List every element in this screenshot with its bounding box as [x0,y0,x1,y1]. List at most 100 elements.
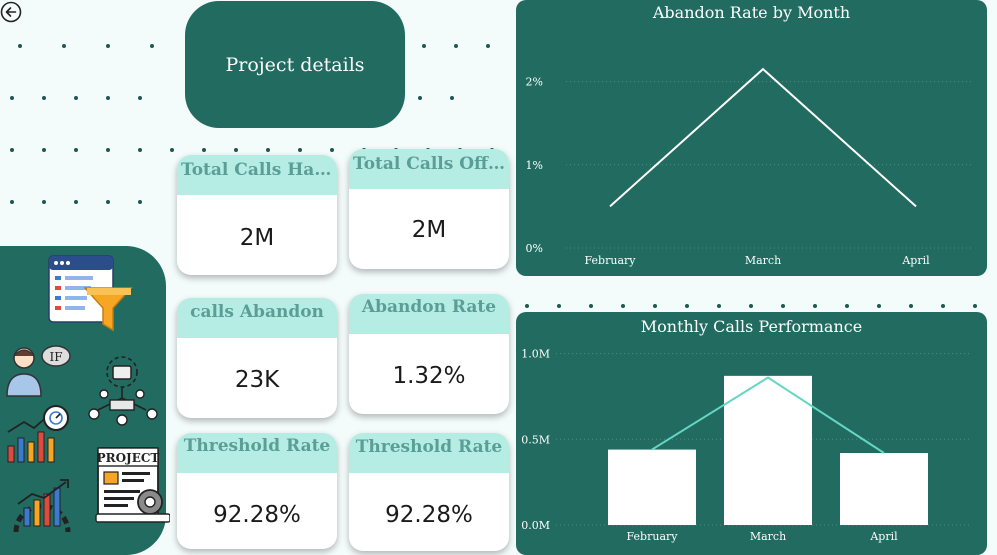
dot [150,44,154,48]
dot [266,148,270,152]
abandon-rate-chart-panel: Abandon Rate by Month 0% 1% 2% February Marc… [516,0,987,276]
series-line [609,67,917,208]
kpi-card-value: 2M [411,217,447,243]
dashboard-filter-icon[interactable] [47,254,133,340]
dot [62,44,66,48]
dot [138,96,142,100]
dot [74,200,78,204]
monthly-calls-combo-chart: 0.0M 0.5M 1.0M February March April [521,348,972,543]
if-text: IF [49,350,62,364]
y-tick-label: 1.0M [521,348,550,361]
project-details-button[interactable]: Project details [185,1,405,128]
dot [781,304,785,308]
dot [234,148,238,152]
kpi-card-total-calls-offered: Total Calls Offered 2M [349,149,509,269]
user-if-icon[interactable]: IF [4,344,72,404]
dot [42,96,46,100]
dot [74,96,78,100]
dot [450,96,454,100]
dot [106,200,110,204]
x-tick-label: February [585,254,637,267]
dot [685,304,689,308]
project-document-icon[interactable]: PROJECT [94,444,171,530]
dot [42,200,46,204]
kpi-card-calls-abandon: calls Abandon 23K [177,298,337,418]
dot [10,200,14,204]
project-text: PROJECT [97,451,160,465]
dot [749,304,753,308]
x-tick-label: March [750,530,786,543]
bar [840,453,928,525]
kpi-card-total-calls-handled: Total Calls Handled 2M [177,155,337,275]
icon-sidebar: IF [0,246,171,555]
y-tick-label: 0.5M [521,433,550,446]
dot [10,96,14,100]
dot [138,200,142,204]
dot [941,304,945,308]
x-tick-label: March [745,254,781,267]
growth-chart-icon[interactable] [4,402,74,470]
kpi-card-label: calls Abandon [177,298,337,338]
y-tick-label: 2% [526,76,543,89]
dot [845,304,849,308]
dot [877,304,881,308]
dot [909,304,913,308]
dot [42,148,46,152]
dot [973,304,977,308]
dot [106,96,110,100]
x-tick-label: April [869,530,898,543]
kpi-card-value: 92.28% [213,502,301,528]
kpi-card-label: Threshold Rate [349,433,509,473]
bar [608,449,696,525]
kpi-card-threshold-rate: Threshold Rate 92.28% [349,433,509,551]
dot [74,148,78,152]
dot [330,148,334,152]
project-details-label: Project details [225,53,365,76]
kpi-card-value: 23K [234,367,280,393]
dot [621,304,625,308]
dot [422,44,426,48]
dot [589,304,593,308]
y-tick-label: 0.0M [521,519,550,532]
dot [138,148,142,152]
dot [813,304,817,308]
monthly-calls-chart-panel: Monthly Calls Performance 0.0M 0.5M 1.0M Fe… [516,312,987,555]
dot-pattern [520,304,997,310]
dot [18,44,22,48]
kpi-card-value: 92.28% [385,502,473,528]
abandon-rate-line-chart: 0% 1% 2% February March April [526,67,972,267]
series-line [651,376,885,454]
dot [170,148,174,152]
dot [525,304,529,308]
x-tick-label: April [901,254,930,267]
chart-title: Abandon Rate by Month [652,3,851,22]
y-tick-label: 1% [526,159,543,172]
dot-pattern [0,44,500,50]
kpi-card-label: Abandon Rate [349,294,509,334]
dot [202,148,206,152]
kpi-card-label: Total Calls Offered [349,149,509,189]
kpi-card-value: 1.32% [392,363,466,389]
dot-pattern [0,96,500,102]
kpi-card-abandon-rate: Abandon Rate 1.32% [349,294,509,414]
kpi-card-label: Total Calls Handled [177,155,337,195]
kpi-card-label: Threshold Rate [177,433,337,473]
dot [10,148,14,152]
bar [724,375,812,525]
y-tick-label: 0% [526,242,543,255]
x-tick-label: February [627,530,679,543]
chart-title: Monthly Calls Performance [640,317,863,336]
settings-growth-icon[interactable] [10,476,76,540]
dot [106,148,110,152]
dot [106,44,110,48]
back-arrow-icon[interactable] [0,1,22,23]
dot [486,44,490,48]
dot [557,304,561,308]
dot-pattern [0,200,180,206]
dot [454,44,458,48]
network-team-icon[interactable] [86,354,160,430]
dot [717,304,721,308]
dot [418,96,422,100]
dot [298,148,302,152]
dot [653,304,657,308]
